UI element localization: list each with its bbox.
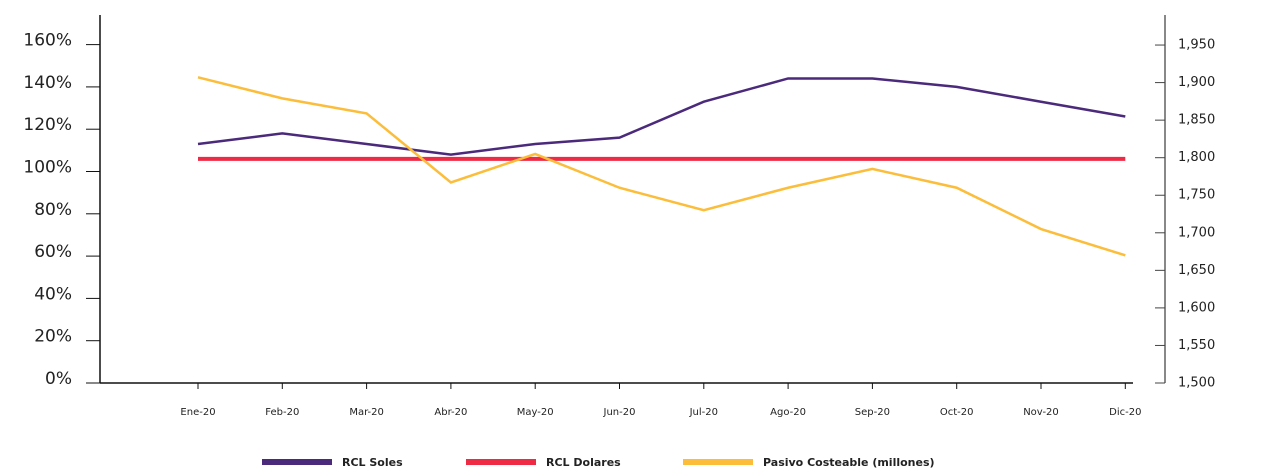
- y-tick-label: 100%: [23, 158, 72, 178]
- x-tick-label: May-20: [517, 407, 554, 418]
- series-line: [197, 77, 1126, 156]
- y2-tick-label: 1,600: [1178, 300, 1215, 315]
- x-tick-label: Mar-20: [349, 407, 384, 418]
- y2-tick-label: 1,650: [1178, 263, 1215, 278]
- y2-tick-label: 1,500: [1178, 376, 1215, 391]
- legend-label: RCL Dolares: [546, 456, 621, 469]
- y-tick-label: 80%: [34, 200, 72, 220]
- x-tick-label: Oct-20: [940, 407, 974, 418]
- y2-tick-label: 1,800: [1178, 150, 1215, 165]
- y2-tick-label: 1,750: [1178, 188, 1215, 203]
- legend-label: RCL Soles: [342, 456, 403, 469]
- y2-tick-label: 1,550: [1178, 338, 1215, 353]
- x-tick-label: Sep-20: [855, 407, 890, 418]
- y-tick-label: 160%: [23, 31, 72, 51]
- x-tick-label: Abr-20: [434, 407, 467, 418]
- y-tick-label: 20%: [34, 327, 72, 347]
- x-tick-label: Jul-20: [689, 407, 718, 418]
- y2-tick-label: 1,950: [1178, 38, 1215, 53]
- y-tick-label: 40%: [34, 284, 72, 304]
- legend-swatch: [262, 459, 332, 465]
- legend-swatch: [683, 459, 753, 465]
- x-tick-label: Ene-20: [180, 407, 215, 418]
- y-tick-label: 0%: [45, 369, 72, 389]
- x-tick-label: Dic-20: [1109, 407, 1141, 418]
- y-tick-label: 140%: [23, 73, 72, 93]
- series-line: [197, 76, 1126, 257]
- legend-label: Pasivo Costeable (millones): [763, 456, 935, 469]
- y2-tick-label: 1,900: [1178, 75, 1215, 90]
- x-tick-label: Jun-20: [603, 407, 636, 418]
- x-tick-label: Ago-20: [770, 407, 806, 418]
- y-tick-label: 60%: [34, 242, 72, 262]
- y2-tick-label: 1,700: [1178, 225, 1215, 240]
- x-tick-label: Nov-20: [1023, 407, 1059, 418]
- legend-swatch: [466, 459, 536, 465]
- y-tick-label: 120%: [23, 115, 72, 135]
- y2-tick-label: 1,850: [1178, 113, 1215, 128]
- x-tick-label: Feb-20: [265, 407, 299, 418]
